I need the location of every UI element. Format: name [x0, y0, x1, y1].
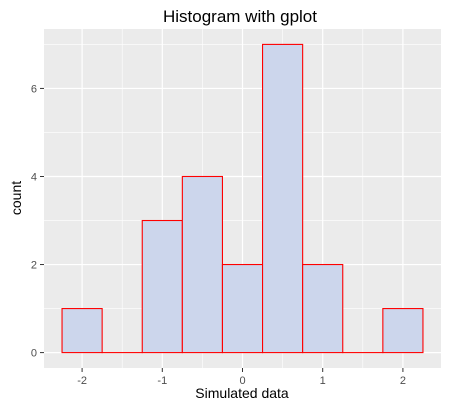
y-tick-label: 6 — [31, 83, 37, 95]
y-tick-label: 4 — [31, 171, 37, 183]
y-axis-ticks: 0 2 4 6 — [31, 83, 44, 360]
x-tick-label: -1 — [157, 375, 167, 387]
x-axis-ticks: -2 -1 0 1 2 — [77, 368, 406, 387]
histogram-bars — [61, 43, 424, 354]
chart-title: Histogram with gplot — [163, 7, 317, 26]
y-tick-label: 2 — [31, 260, 37, 272]
histogram-bar — [141, 219, 183, 354]
histogram-bar — [221, 263, 264, 354]
histogram-bar — [181, 175, 223, 354]
y-tick-label: 0 — [31, 348, 37, 360]
x-tick-label: 2 — [400, 375, 406, 387]
x-axis-label: Simulated data — [195, 385, 289, 401]
histogram-bar — [302, 263, 344, 354]
x-tick-label: 1 — [320, 375, 326, 387]
y-axis-label: count — [8, 181, 24, 215]
histogram-bar — [262, 43, 304, 354]
histogram-bar — [382, 308, 424, 354]
x-tick-label: -2 — [77, 375, 87, 387]
x-tick-label: 0 — [239, 375, 245, 387]
histogram-bar — [61, 308, 103, 354]
